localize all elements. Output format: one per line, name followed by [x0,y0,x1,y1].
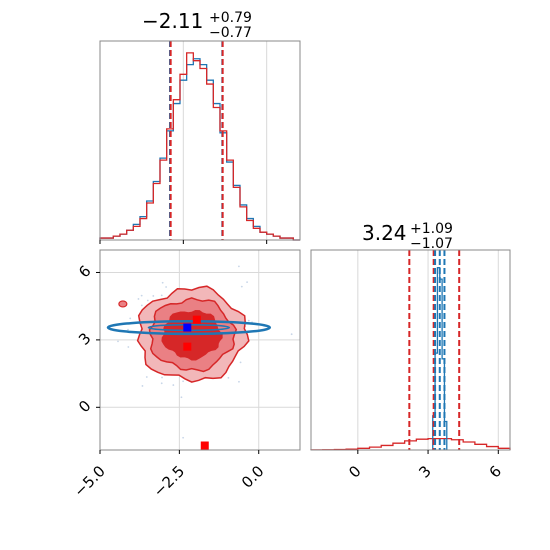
title-param1: −2.11 +0.79 −0.77 [142,9,252,41]
scatter-point [239,361,242,364]
scatter-point [290,333,293,336]
scatter-point [140,304,143,307]
scatter-point [172,384,175,386]
title-param1-value: −2.11 [142,9,203,33]
hist-panel-param2: 0 3 6 [310,249,511,482]
hist-series-0 [99,58,300,241]
scatter-point [117,340,119,343]
title-param1-plus: +0.79 [209,10,252,26]
axes-frame [99,40,301,241]
scatter-point [161,281,164,284]
scatter-point [180,396,183,399]
x-tick-label: 0 [345,462,364,481]
scatter-point [141,385,144,387]
scatter-point [145,376,148,378]
scatter-point [127,328,129,331]
scatter-point [129,317,132,320]
scatter-point [247,319,250,322]
blue-ellipse [106,319,272,336]
x-tick-label: −5.0 [70,462,108,500]
x-tick-label: 6 [486,462,505,481]
scatter-point [146,299,149,302]
title-param2-value: 3.24 [362,221,407,245]
y-tick-label: 6 [75,262,94,281]
scatter-point [238,265,240,268]
scatter-point [127,346,130,348]
scatter-point [152,295,155,297]
title-param2-plus: +1.09 [410,221,453,237]
red-contour-island [118,300,128,308]
scatter-point [161,376,163,379]
scatter-point [140,294,143,297]
scatter-point [246,281,248,284]
hist-panel-param1 [99,40,301,244]
scatter-point [182,380,185,383]
x-tick-label: 3 [415,462,434,481]
x-tick-label: 0.0 [238,462,268,492]
title-param2-minus: −1.07 [410,236,453,252]
blue-marker [183,323,192,332]
y-tick-label: 0 [75,397,94,416]
scatter-point [240,285,243,288]
scatter-point [160,294,163,297]
scatter-point [227,376,230,379]
scatter-point [64,304,66,306]
red-marker [192,315,201,324]
red-marker [183,342,192,351]
scatter-point [182,436,185,439]
axes-frame [99,249,301,451]
scatter-point [238,380,240,383]
hist-series-0 [310,437,511,451]
hist-series-1 [99,52,300,241]
axes-frame [310,249,511,451]
plot-area [64,250,300,450]
y-tick-label: 3 [75,329,94,348]
title-param1-minus: −0.77 [209,25,252,41]
scatter-point [160,382,163,385]
red-marker [200,441,209,450]
title-param2: 3.24 +1.09 −1.07 [362,221,453,252]
contour-panel: −5.0 −2.5 0.0 0 3 6 [64,249,301,501]
x-tick-label: −2.5 [150,462,188,500]
scatter-point [165,286,168,288]
scatter-point [137,298,140,300]
